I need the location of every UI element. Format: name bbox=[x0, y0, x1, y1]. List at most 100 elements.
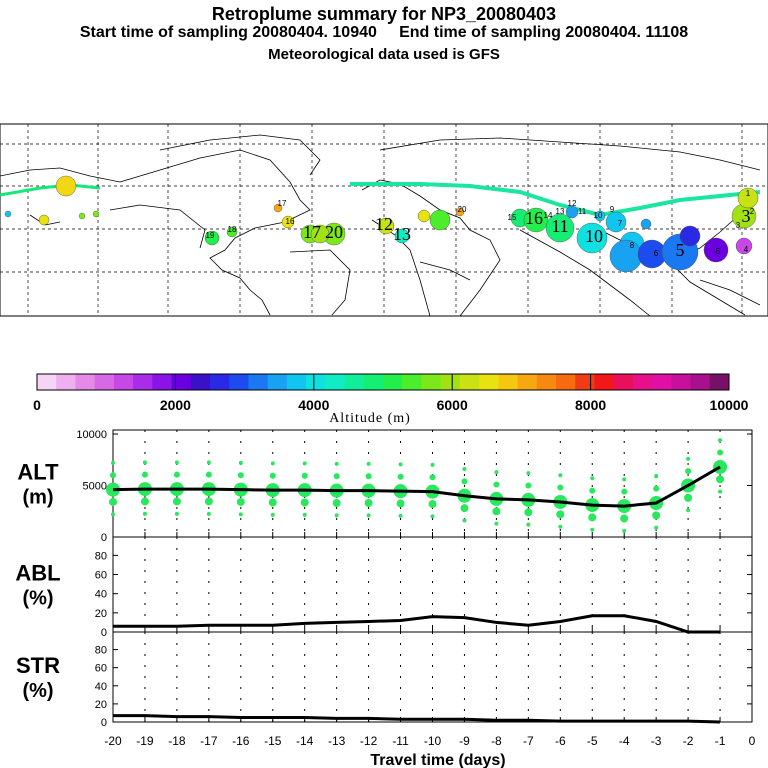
plume-day-label-large: 11 bbox=[551, 216, 568, 236]
alt-scatter-point bbox=[334, 461, 339, 466]
alt-scatter-point bbox=[300, 498, 309, 507]
colorbar-swatch bbox=[402, 374, 422, 390]
plume-day-label-large: 10 bbox=[585, 226, 603, 246]
str-ytick-label: 80 bbox=[95, 645, 107, 657]
colorbar-swatch bbox=[556, 374, 576, 390]
xtick-label: -5 bbox=[587, 734, 598, 748]
alt-scatter-point bbox=[525, 482, 532, 489]
plume-day-label: 2 bbox=[750, 207, 755, 216]
abl-panel-unit: (%) bbox=[22, 588, 53, 610]
plume-centroid-marker bbox=[737, 187, 759, 209]
xtick-label: -9 bbox=[459, 734, 470, 748]
xtick-label: -4 bbox=[619, 734, 630, 748]
plume-centroid-marker bbox=[78, 212, 86, 220]
alt-scatter-point bbox=[494, 521, 499, 526]
xtick-label: -10 bbox=[424, 734, 442, 748]
colorbar-swatch bbox=[383, 374, 403, 390]
colorbar-swatch bbox=[344, 374, 365, 390]
xtick-label: 0 bbox=[749, 734, 756, 748]
plume-day-label: 5 bbox=[716, 247, 721, 256]
xtick-label: -12 bbox=[360, 734, 378, 748]
alt-scatter-point bbox=[302, 512, 307, 517]
str-ytick-label: 0 bbox=[101, 717, 107, 729]
alt-scatter-point bbox=[142, 511, 147, 516]
alt-scatter-point bbox=[686, 456, 691, 461]
xtick-label: -14 bbox=[296, 734, 314, 748]
alt-scatter-point bbox=[557, 484, 564, 491]
colorbar-tick-label: 0 bbox=[33, 397, 41, 413]
plume-centroid-marker bbox=[55, 175, 77, 197]
alt-ytick-label: 10000 bbox=[76, 429, 107, 441]
colorbar-swatch bbox=[671, 374, 692, 390]
str-panel-unit: (%) bbox=[22, 680, 53, 702]
str-panel-label: STR bbox=[16, 653, 60, 678]
alt-scatter-point bbox=[111, 460, 115, 465]
alt-scatter-point bbox=[652, 511, 661, 520]
xtick-label: -8 bbox=[491, 734, 502, 748]
alt-scatter-point bbox=[109, 497, 117, 506]
altitude-colorbar: 0 2000 4000 6000 8000 10000 Altitude (m) bbox=[33, 373, 749, 426]
alt-scatter-point bbox=[366, 461, 371, 466]
plume-day-label: 15 bbox=[508, 213, 517, 222]
alt-scatter-point bbox=[622, 528, 627, 533]
abl-ytick-label: 60 bbox=[95, 570, 107, 582]
colorbar-swatch bbox=[267, 374, 288, 390]
colorbar-swatch bbox=[632, 374, 653, 390]
alt-scatter-point bbox=[558, 524, 563, 529]
plume-day-label-large: 12 bbox=[375, 214, 393, 234]
plume-day-label-large: 13 bbox=[393, 224, 411, 244]
plume-day-label: 6 bbox=[654, 249, 659, 258]
colorbar-swatch bbox=[421, 374, 442, 390]
alt-scatter-point bbox=[205, 471, 212, 478]
alt-scatter-point bbox=[111, 512, 115, 517]
plume-centroid-marker bbox=[4, 210, 12, 218]
plume-centroid-marker bbox=[594, 210, 606, 222]
abl-ytick-label: 0 bbox=[101, 627, 107, 639]
colorbar-tick-label: 8000 bbox=[575, 397, 606, 413]
alt-scatter-point bbox=[654, 474, 659, 479]
plume-centroid-marker bbox=[735, 237, 753, 255]
alt-scatter-point bbox=[684, 493, 693, 502]
alt-scatter-point bbox=[398, 462, 403, 467]
str-ytick-label: 20 bbox=[95, 699, 107, 711]
alt-scatter-point bbox=[397, 473, 404, 480]
plume-centroid-marker bbox=[38, 214, 50, 226]
alt-scatter-point bbox=[364, 499, 373, 508]
alt-scatter-point bbox=[142, 460, 147, 465]
plume-centroid-marker bbox=[92, 210, 100, 218]
colorbar-tick-label: 4000 bbox=[298, 397, 329, 413]
alt-scatter-point bbox=[589, 487, 596, 494]
colorbar-swatch bbox=[306, 374, 326, 390]
alt-ytick-label: 0 bbox=[101, 532, 107, 544]
plume-centroid-marker bbox=[429, 209, 451, 231]
colorbar-tick-label: 10000 bbox=[710, 397, 749, 413]
alt-scatter-point bbox=[588, 513, 597, 522]
colorbar-swatch bbox=[133, 374, 153, 390]
alt-panel-unit: (m) bbox=[22, 487, 53, 509]
alt-scatter-point bbox=[270, 512, 275, 517]
colorbar-swatch bbox=[517, 374, 538, 390]
plume-day-label-large: 5 bbox=[676, 240, 685, 260]
abl-ytick-label: 20 bbox=[95, 608, 107, 620]
alt-scatter-point bbox=[270, 461, 275, 466]
alt-scatter-point bbox=[654, 525, 659, 530]
str-series-line bbox=[113, 714, 721, 724]
alt-scatter-point bbox=[620, 514, 629, 523]
abl-panel-label: ABL bbox=[15, 561, 60, 586]
plume-day-label: 18 bbox=[228, 225, 237, 234]
xtick-label: -2 bbox=[683, 734, 694, 748]
alt-scatter-point bbox=[268, 498, 277, 507]
plume-day-label: 3 bbox=[736, 221, 741, 230]
plume-centroid-marker bbox=[605, 211, 627, 233]
plume-centroid-marker bbox=[640, 218, 652, 230]
alt-scatter-point bbox=[717, 449, 724, 456]
plume-centroid-marker bbox=[394, 228, 410, 244]
alt-scatter-point bbox=[238, 460, 243, 465]
colorbar-swatch bbox=[479, 374, 499, 390]
alt-scatter-point bbox=[558, 473, 563, 478]
plume-day-label: 8 bbox=[630, 241, 635, 250]
alt-scatter-point bbox=[237, 472, 244, 479]
plume-day-label: 19 bbox=[206, 231, 215, 240]
alt-scatter-point bbox=[206, 460, 211, 465]
